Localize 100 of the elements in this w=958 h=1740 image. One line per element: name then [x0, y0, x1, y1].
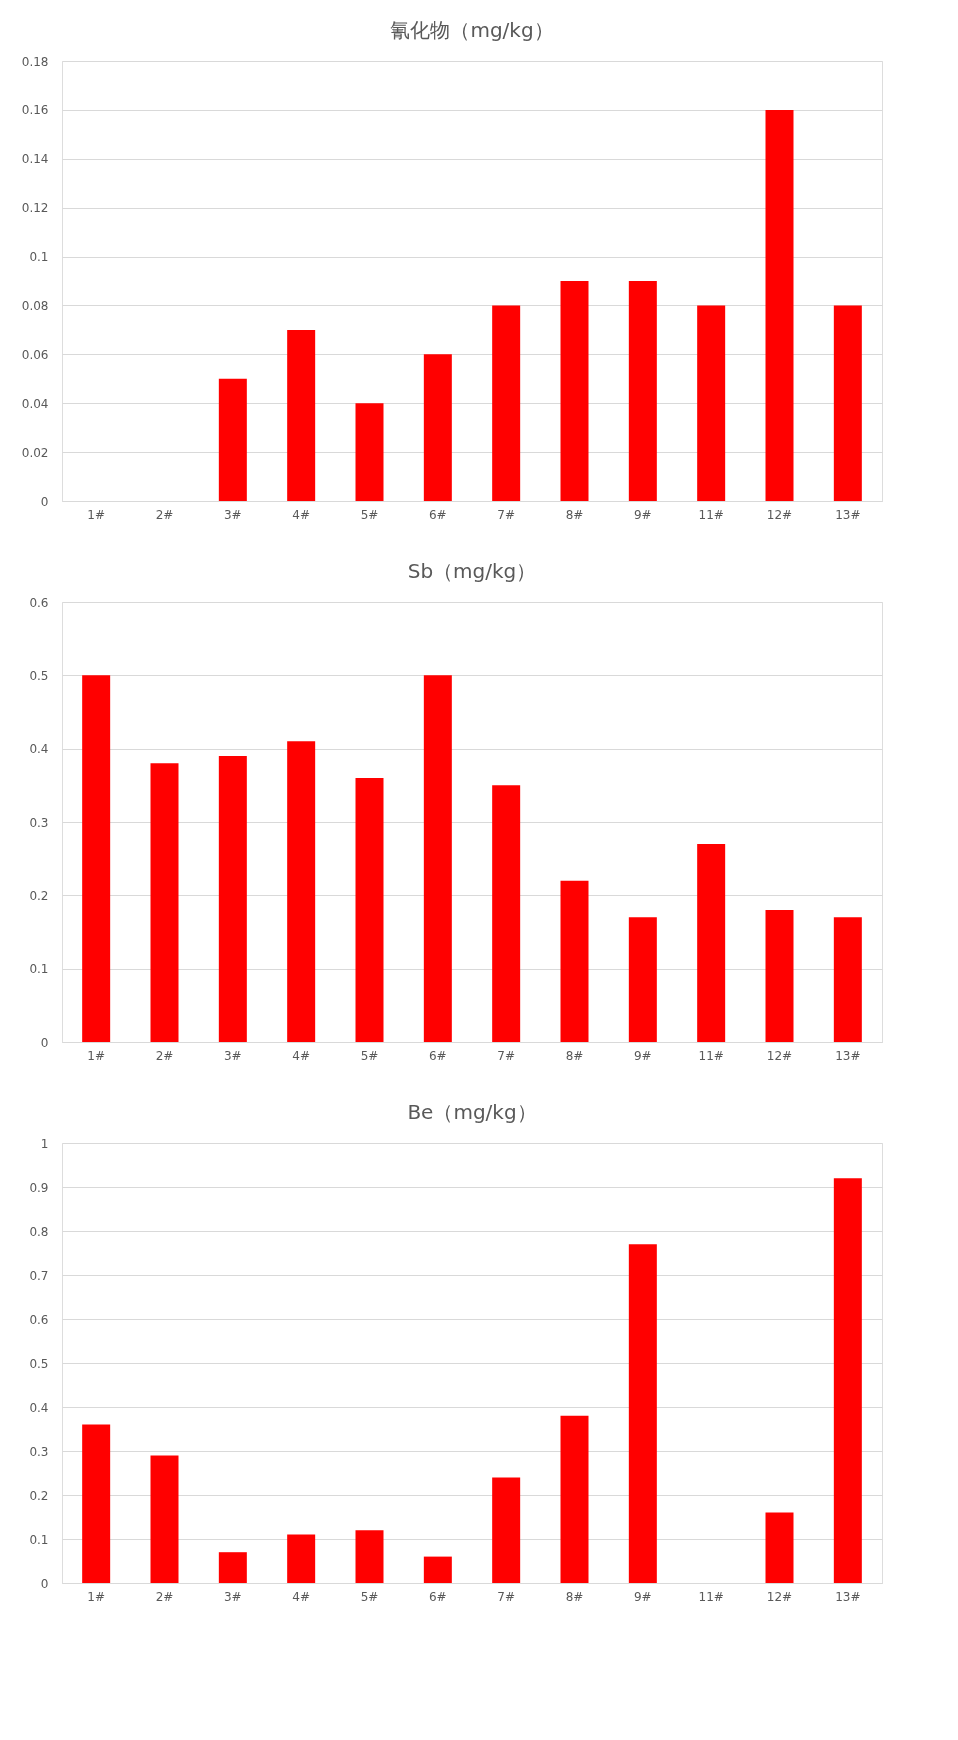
y-tick-label: 0 [40, 1035, 49, 1050]
y-tick-label: 0.04 [21, 396, 49, 411]
y-tick-label: 0.16 [21, 103, 49, 118]
y-tick-label: 0.1 [29, 962, 49, 977]
bar [355, 403, 384, 501]
x-tick-label: 6# [428, 1589, 447, 1604]
y-tick-label: 0.1 [29, 1532, 49, 1547]
y-tick-label: 0.6 [29, 595, 49, 610]
x-tick-label: 1# [87, 1048, 106, 1063]
bar [287, 329, 316, 501]
x-tick-label: 9# [633, 1048, 652, 1063]
bar [492, 1477, 521, 1583]
x-tick-label: 9# [633, 1589, 652, 1604]
y-tick-label: 0.02 [21, 445, 49, 460]
bar [82, 675, 111, 1042]
y-tick-label: 0.6 [29, 1312, 49, 1327]
bar [628, 1244, 657, 1583]
x-tick-label: 5# [360, 507, 379, 522]
bar [492, 785, 521, 1042]
bar [287, 1534, 316, 1583]
y-tick-label: 0.5 [29, 668, 49, 683]
y-tick-label: 0.06 [21, 347, 49, 362]
x-tick-label: 6# [428, 507, 447, 522]
bar [423, 1556, 452, 1583]
x-tick-label: 4# [292, 507, 311, 522]
chart-title: 氰化物（mg/kg） [390, 18, 554, 42]
bar [560, 281, 589, 501]
bar [423, 354, 452, 501]
bar [355, 1530, 384, 1583]
x-tick-label: 8# [565, 1048, 584, 1063]
bar [765, 1512, 794, 1583]
x-tick-label: 7# [497, 1589, 516, 1604]
bar [150, 763, 179, 1042]
bar [560, 1415, 589, 1583]
y-tick-label: 0.8 [29, 1224, 49, 1239]
bar [765, 910, 794, 1042]
y-tick-label: 0.2 [29, 888, 49, 903]
bar [218, 378, 247, 501]
x-tick-label: 3# [223, 1589, 242, 1604]
x-tick-label: 4# [292, 1048, 311, 1063]
x-tick-label: 13# [835, 1589, 861, 1604]
x-tick-label: 3# [223, 507, 242, 522]
bar [150, 1455, 179, 1583]
y-tick-label: 0.7 [29, 1268, 49, 1283]
x-tick-label: 9# [633, 507, 652, 522]
y-tick-label: 0.3 [29, 1444, 49, 1459]
bar [423, 675, 452, 1042]
bar [833, 1178, 862, 1583]
y-tick-label: 0.12 [21, 201, 49, 216]
x-tick-label: 11# [698, 507, 724, 522]
x-tick-label: 7# [497, 507, 516, 522]
x-tick-label: 13# [835, 507, 861, 522]
y-tick-label: 0.18 [21, 54, 49, 69]
y-tick-label: 0.08 [21, 298, 49, 313]
bar [628, 917, 657, 1042]
chart-title: Sb（mg/kg） [407, 559, 537, 583]
y-tick-label: 0.5 [29, 1356, 49, 1371]
bar [697, 305, 726, 501]
y-tick-label: 1 [40, 1136, 49, 1151]
bar [697, 844, 726, 1042]
bar [218, 1552, 247, 1583]
x-tick-label: 4# [292, 1589, 311, 1604]
x-tick-label: 8# [565, 1589, 584, 1604]
x-tick-label: 12# [766, 507, 793, 522]
y-tick-label: 0.1 [29, 250, 49, 265]
bar [355, 778, 384, 1042]
x-tick-label: 8# [565, 507, 584, 522]
bar [628, 281, 657, 501]
bar [765, 109, 794, 501]
bar [560, 880, 589, 1042]
x-tick-label: 11# [698, 1589, 724, 1604]
bar [287, 741, 316, 1042]
x-tick-label: 13# [835, 1048, 861, 1063]
y-tick-label: 0.4 [29, 742, 49, 757]
x-tick-label: 5# [360, 1589, 379, 1604]
x-tick-label: 6# [428, 1048, 447, 1063]
y-tick-label: 0.4 [29, 1400, 49, 1415]
y-tick-label: 0.2 [29, 1488, 49, 1503]
y-tick-label: 0 [40, 494, 49, 509]
bar [833, 305, 862, 501]
chart-title: Be（mg/kg） [407, 1100, 537, 1124]
bar [833, 917, 862, 1042]
x-tick-label: 11# [698, 1048, 724, 1063]
x-tick-label: 2# [155, 1048, 174, 1063]
x-tick-label: 1# [87, 1589, 106, 1604]
x-tick-label: 12# [766, 1589, 793, 1604]
bar [218, 756, 247, 1042]
x-tick-label: 2# [155, 1589, 174, 1604]
x-tick-label: 2# [155, 507, 174, 522]
bar [492, 305, 521, 501]
x-tick-label: 3# [223, 1048, 242, 1063]
y-tick-label: 0 [40, 1576, 49, 1591]
x-tick-label: 1# [87, 507, 106, 522]
bar [82, 1424, 111, 1583]
y-tick-label: 0.14 [21, 152, 49, 167]
y-tick-label: 0.3 [29, 815, 49, 830]
x-tick-label: 12# [766, 1048, 793, 1063]
x-tick-label: 7# [497, 1048, 516, 1063]
y-tick-label: 0.9 [29, 1180, 49, 1195]
x-tick-label: 5# [360, 1048, 379, 1063]
